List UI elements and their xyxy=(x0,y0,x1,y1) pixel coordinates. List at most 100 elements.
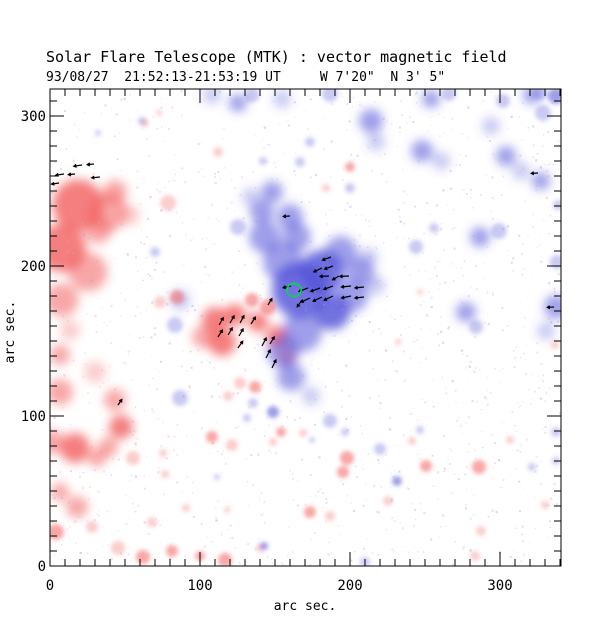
polarity-blob xyxy=(309,437,316,443)
speckle xyxy=(180,89,183,92)
speckle xyxy=(348,254,352,257)
speckle xyxy=(436,204,439,207)
speckle xyxy=(527,127,529,129)
speckle xyxy=(108,364,110,366)
speckle xyxy=(372,330,375,333)
speckle xyxy=(269,334,271,336)
speckle xyxy=(260,390,262,392)
speckle xyxy=(459,298,462,301)
speckle xyxy=(307,95,309,97)
speckle xyxy=(259,498,261,500)
speckle xyxy=(323,530,325,532)
speckle xyxy=(146,310,147,311)
speckle xyxy=(65,148,68,150)
speckle xyxy=(64,110,66,113)
speckle xyxy=(201,325,204,328)
speckle xyxy=(521,525,524,528)
speckle xyxy=(363,450,365,452)
speckle xyxy=(422,252,424,254)
speckle xyxy=(189,350,192,353)
speckle xyxy=(283,249,286,251)
speckle xyxy=(523,316,526,319)
speckle xyxy=(520,357,522,359)
speckle xyxy=(358,104,362,107)
speckle xyxy=(209,160,211,162)
speckle xyxy=(238,284,241,286)
speckle xyxy=(399,220,402,223)
speckle xyxy=(275,378,278,381)
speckle xyxy=(67,250,70,253)
speckle xyxy=(111,196,114,199)
vector-arrow xyxy=(353,285,365,290)
speckle xyxy=(185,475,189,479)
speckle xyxy=(79,263,81,265)
speckle xyxy=(417,270,419,272)
speckle xyxy=(354,314,358,317)
polarity-blob xyxy=(322,89,338,102)
polarity-blob xyxy=(551,341,560,350)
speckle xyxy=(260,513,263,516)
speckle xyxy=(337,435,339,437)
speckle xyxy=(454,389,457,392)
speckle xyxy=(548,387,551,390)
speckle xyxy=(499,383,501,385)
polarity-blob xyxy=(244,89,260,103)
speckle xyxy=(183,187,185,189)
speckle xyxy=(436,440,438,442)
speckle xyxy=(255,220,258,223)
speckle xyxy=(256,343,259,346)
speckle xyxy=(151,301,154,304)
speckle xyxy=(498,370,501,372)
speckle xyxy=(109,365,112,368)
speckle xyxy=(466,136,469,138)
speckle xyxy=(51,361,53,363)
speckle xyxy=(352,509,356,513)
speckle xyxy=(309,98,312,101)
speckle xyxy=(419,303,422,307)
speckle xyxy=(336,264,339,267)
speckle xyxy=(550,497,553,500)
speckle xyxy=(292,473,294,475)
speckle xyxy=(186,310,189,313)
speckle xyxy=(110,253,112,255)
speckle xyxy=(158,467,160,469)
polarity-blob xyxy=(158,449,167,458)
speckle xyxy=(343,268,346,271)
vector-arrow xyxy=(67,172,76,177)
speckle xyxy=(164,186,166,188)
speckle xyxy=(549,296,551,298)
speckle xyxy=(168,180,171,183)
speckle xyxy=(532,125,535,128)
speckle xyxy=(74,198,77,200)
speckle xyxy=(500,164,502,166)
speckle xyxy=(474,457,477,460)
speckle xyxy=(451,491,454,494)
polarity-blob xyxy=(471,459,487,475)
speckle xyxy=(532,213,535,216)
speckle xyxy=(306,306,308,309)
speckle xyxy=(406,486,409,489)
speckle xyxy=(348,362,350,364)
speckle xyxy=(321,435,324,437)
speckle xyxy=(342,168,344,170)
speckle xyxy=(145,257,148,259)
speckle xyxy=(324,117,326,119)
polarity-blob xyxy=(314,294,350,331)
speckle xyxy=(176,298,178,300)
speckle xyxy=(466,451,469,453)
speckle xyxy=(462,274,465,277)
speckle xyxy=(318,350,320,352)
speckle xyxy=(176,481,179,484)
speckle xyxy=(325,251,327,253)
polarity-blob xyxy=(263,242,303,282)
speckle xyxy=(326,316,328,318)
speckle xyxy=(173,180,175,182)
speckle xyxy=(252,219,255,221)
speckle xyxy=(171,106,174,109)
speckle xyxy=(137,270,139,272)
speckle xyxy=(384,379,387,382)
speckle xyxy=(396,145,398,147)
speckle xyxy=(90,232,93,235)
speckle xyxy=(462,545,465,548)
speckle xyxy=(140,277,142,279)
